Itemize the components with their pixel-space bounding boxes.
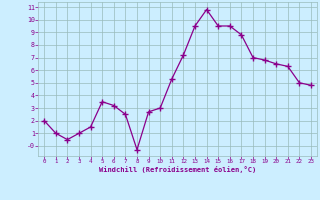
- X-axis label: Windchill (Refroidissement éolien,°C): Windchill (Refroidissement éolien,°C): [99, 166, 256, 173]
